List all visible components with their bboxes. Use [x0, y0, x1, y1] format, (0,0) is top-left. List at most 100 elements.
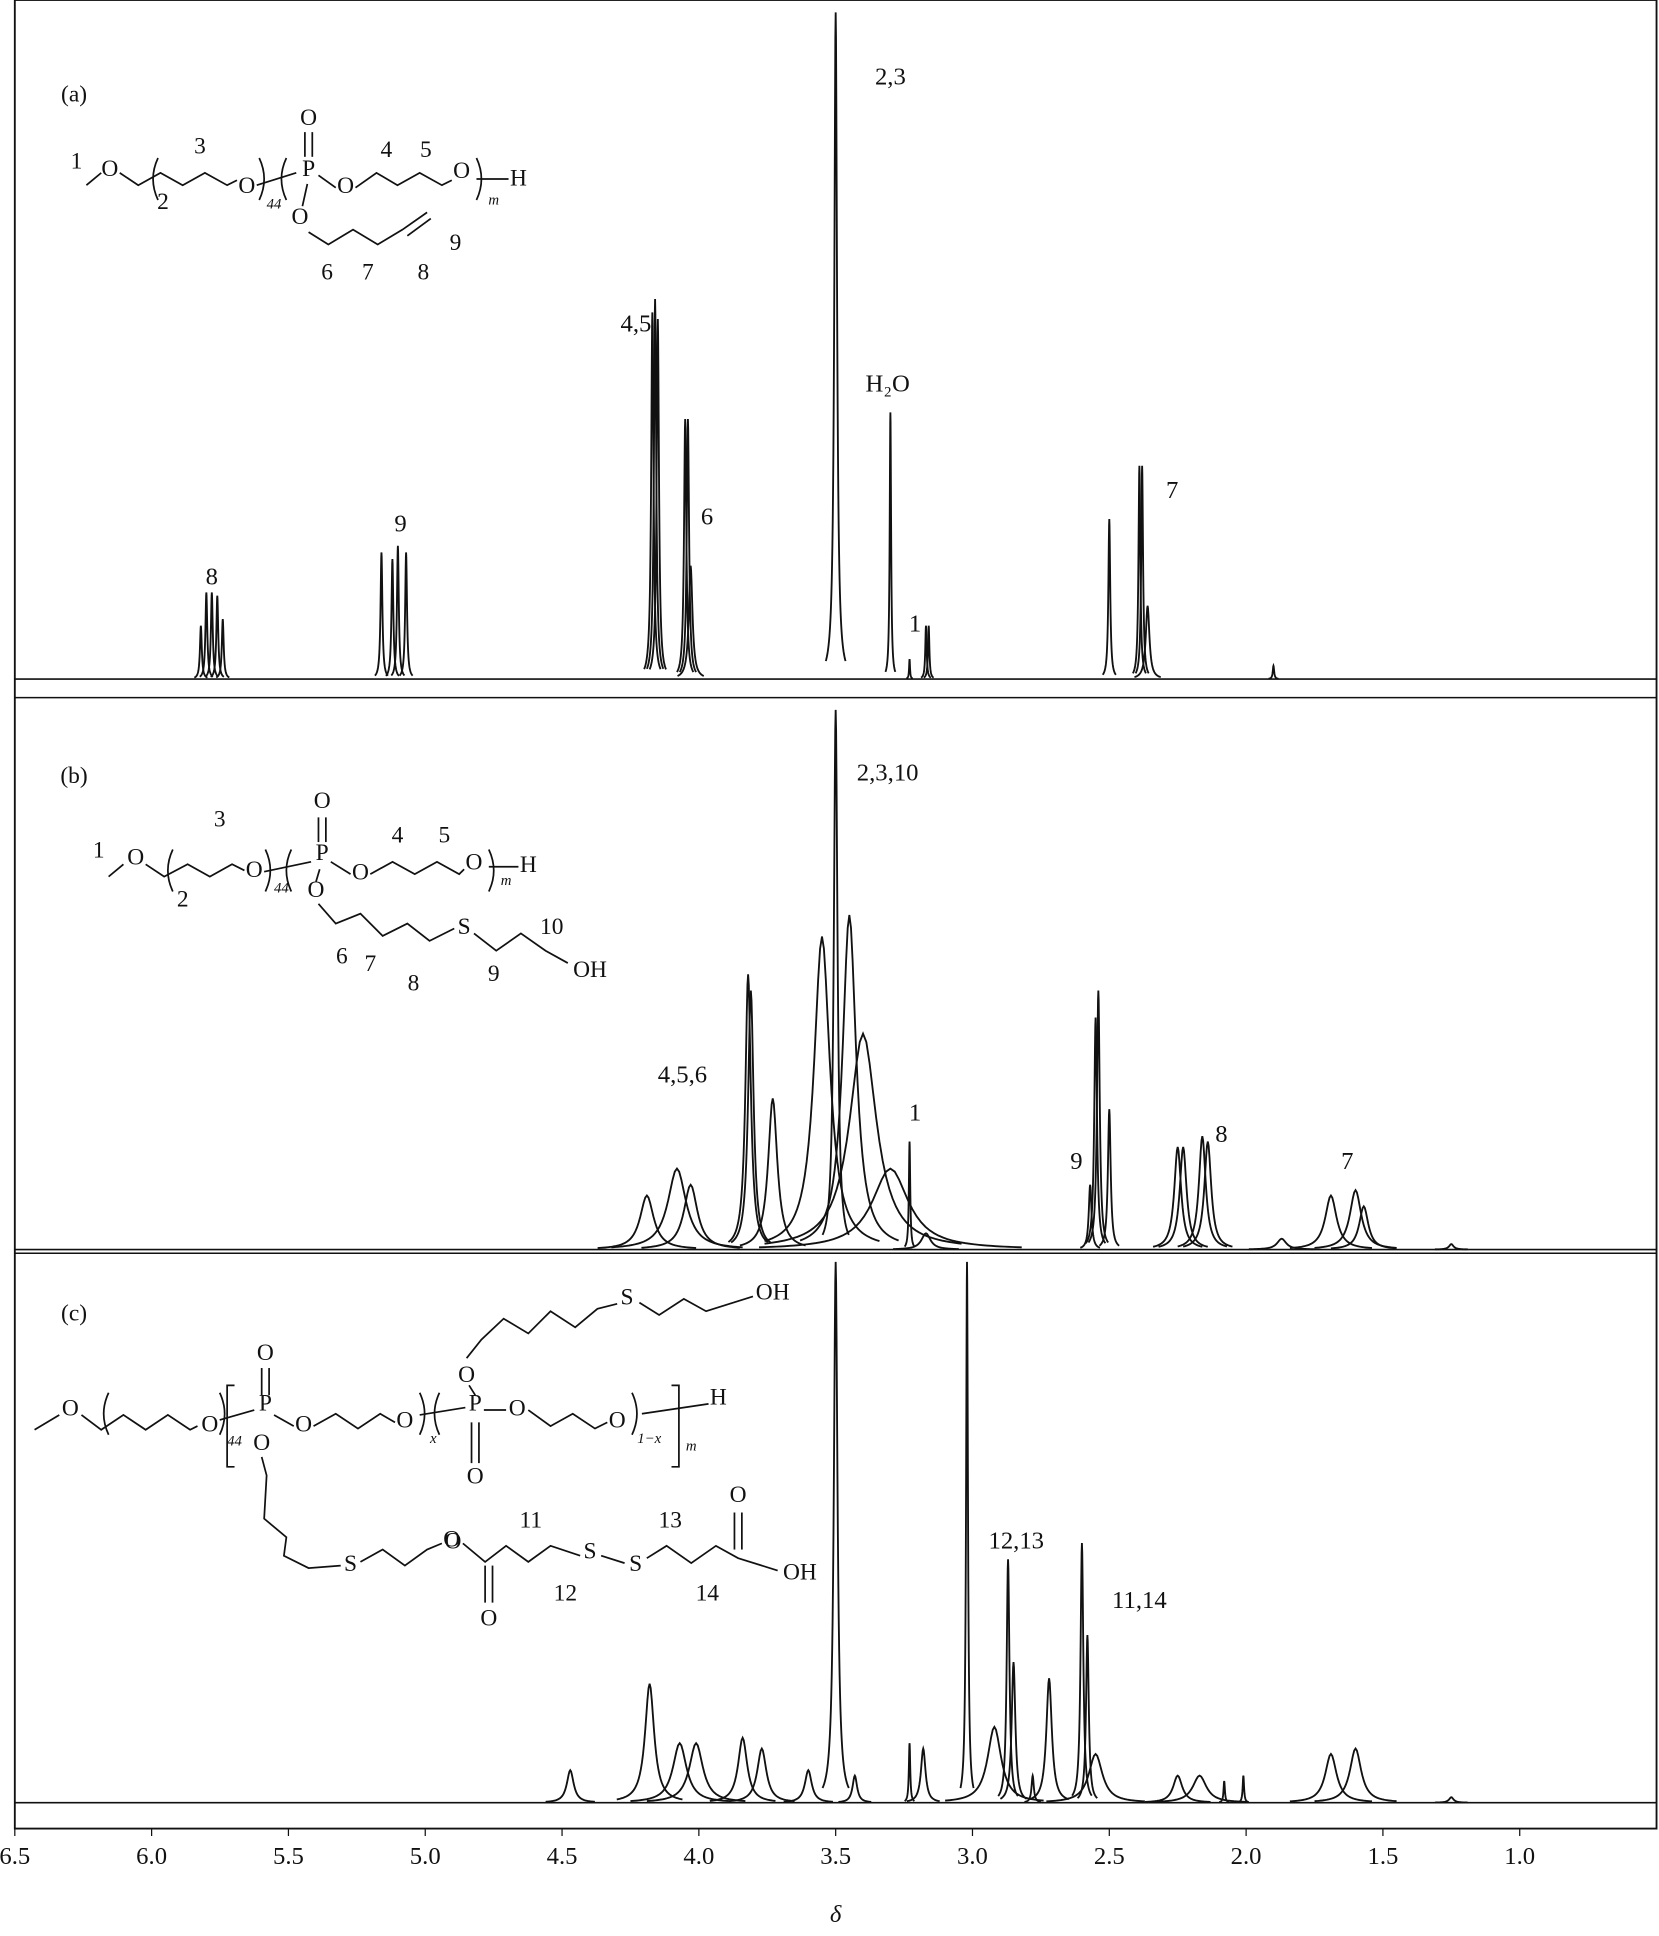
structure-label: H: [510, 166, 527, 192]
peak: [1144, 1774, 1211, 1803]
structure-label: S: [629, 1551, 642, 1577]
structure-label: O: [201, 1411, 218, 1437]
structure-label: O: [101, 156, 118, 182]
structure-label: O: [62, 1395, 79, 1421]
x-tick-label: 3.0: [957, 1843, 988, 1870]
x-tick-label: 3.5: [820, 1843, 851, 1870]
peak: [374, 552, 389, 677]
structure-label: O: [314, 788, 331, 814]
peak: [1152, 1146, 1203, 1248]
peak: [824, 12, 847, 662]
structure-label: O: [509, 1395, 526, 1421]
peak: [677, 565, 705, 677]
structure-label: 9: [488, 961, 500, 987]
peak: [1177, 1136, 1228, 1248]
peak: [1219, 1780, 1230, 1803]
structure-label: S: [621, 1284, 634, 1310]
peak: [764, 936, 880, 1242]
peak: [385, 559, 400, 677]
x-tick-label: 1.0: [1504, 1843, 1535, 1870]
peak: [709, 1735, 776, 1802]
peak: [1248, 1237, 1315, 1251]
peak-annotation: 2,3: [875, 64, 906, 91]
structure-label: S: [458, 914, 471, 940]
structure-label: O: [730, 1482, 747, 1508]
structure-label: 8: [408, 971, 420, 997]
structure-label: S: [344, 1551, 357, 1577]
peak-annotation: 1: [909, 610, 921, 637]
peak: [1289, 1752, 1373, 1803]
structure-label: 1: [93, 837, 105, 863]
structure-label: O: [337, 173, 354, 199]
structure-label: O: [352, 860, 369, 886]
structure-label: O: [467, 1463, 484, 1489]
peak: [923, 625, 935, 679]
peak: [1238, 1775, 1249, 1803]
structure-a-bonds: [85, 132, 509, 246]
peak: [906, 1744, 940, 1803]
peak: [1330, 1204, 1397, 1250]
structure-label: P: [316, 840, 329, 866]
peak: [641, 1183, 740, 1249]
structure-label: 3: [194, 134, 206, 160]
structure-label: P: [259, 1390, 272, 1416]
structure-label: m: [686, 1438, 697, 1454]
structure-label: 11: [519, 1508, 542, 1534]
peak: [1314, 1746, 1397, 1803]
structure-label: OH: [756, 1279, 790, 1305]
structure-label: 7: [362, 259, 374, 285]
peak-annotation: 9: [394, 510, 406, 537]
peak: [730, 990, 772, 1244]
peak: [739, 1098, 806, 1247]
structure-label: O: [238, 173, 255, 199]
structure-label: 12: [554, 1581, 577, 1607]
x-tick-label: 6.0: [136, 1843, 167, 1870]
peak: [210, 595, 225, 678]
peak: [783, 1768, 834, 1803]
peak: [648, 319, 667, 670]
peak-annotation: 9: [1070, 1148, 1082, 1175]
peak: [1071, 1543, 1093, 1797]
peak: [799, 914, 899, 1242]
peak: [1314, 1188, 1397, 1249]
peak: [1098, 1109, 1120, 1247]
peak-annotation: H₂O: [866, 370, 910, 397]
structure-label: 5: [420, 137, 432, 163]
structure-label: O: [445, 1529, 462, 1555]
structure-label: O: [458, 1362, 475, 1388]
structure-label: m: [501, 873, 512, 889]
peak: [1024, 1771, 1042, 1803]
structure-label: O: [443, 1526, 460, 1552]
x-tick-label: 1.5: [1367, 1843, 1398, 1870]
structure-label: 6: [336, 943, 348, 969]
peak: [1076, 1634, 1098, 1799]
peak: [643, 312, 662, 670]
structure-label: 44: [274, 880, 289, 896]
structure-label: H: [520, 852, 537, 878]
peak: [1289, 1193, 1373, 1249]
peak-annotation: 8: [206, 564, 218, 591]
peak: [1158, 1146, 1209, 1248]
structure-label: O: [300, 105, 317, 131]
peak: [398, 552, 414, 677]
peak: [616, 1683, 683, 1801]
structure-label: 6: [321, 259, 333, 285]
peak: [1046, 1752, 1145, 1803]
x-tick-label: 5.0: [410, 1843, 441, 1870]
peak: [759, 1167, 1022, 1249]
peak: [959, 1261, 975, 1789]
structure-label: 1−x: [637, 1431, 661, 1447]
peak: [903, 1141, 916, 1248]
structure-label: H: [710, 1384, 727, 1410]
peak: [1101, 519, 1117, 676]
x-tick-label: 5.5: [273, 1843, 304, 1870]
structure-label: 5: [439, 822, 451, 848]
peak: [838, 1773, 872, 1803]
structure-label: OH: [783, 1560, 817, 1586]
peak-annotation: 4,5,6: [658, 1062, 707, 1089]
peak: [1079, 1184, 1101, 1249]
peak: [821, 1261, 850, 1789]
structure-label: O: [295, 1411, 312, 1437]
x-tick-label: 2.5: [1094, 1843, 1125, 1870]
